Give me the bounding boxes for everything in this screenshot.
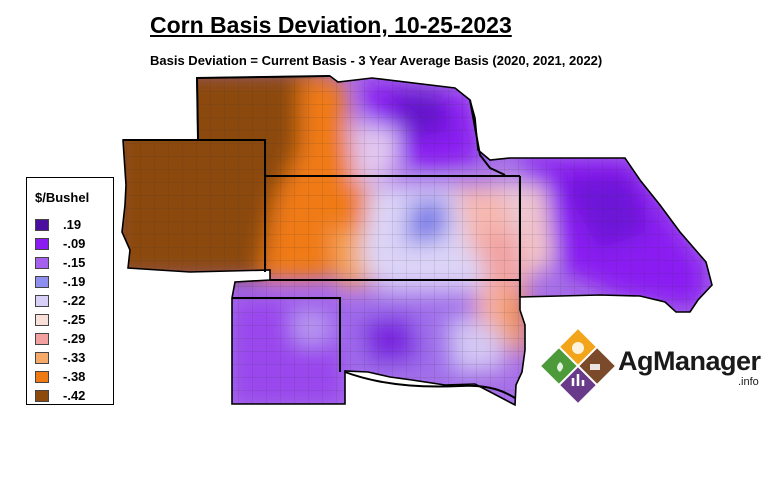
legend-item: -.29: [35, 330, 111, 349]
legend-label: -.22: [63, 293, 86, 308]
legend-label: -.42: [63, 388, 86, 403]
legend-item: -.25: [35, 311, 111, 330]
agmanager-emblem-icon: [541, 329, 615, 403]
legend-swatch: [35, 295, 49, 307]
legend-title: $/Bushel: [35, 190, 90, 205]
legend-label: -.38: [63, 369, 86, 384]
legend-swatch: [35, 371, 49, 383]
legend-item: -.38: [35, 368, 111, 387]
legend-item: -.15: [35, 254, 111, 273]
legend-swatch: [35, 390, 49, 402]
legend-label: -.33: [63, 350, 86, 365]
legend-item: -.33: [35, 349, 111, 368]
legend-item: -.09: [35, 235, 111, 254]
legend-item: -.42: [35, 387, 111, 406]
legend-swatch: [35, 219, 49, 231]
legend-label: -.19: [63, 274, 86, 289]
legend-label: .19: [63, 217, 82, 232]
logo-name: AgManager: [618, 346, 761, 376]
legend-swatch: [35, 257, 49, 269]
legend-swatch: [35, 333, 49, 345]
legend-swatch: [35, 314, 49, 326]
legend-swatch: [35, 352, 49, 364]
legend-item: -.22: [35, 292, 111, 311]
legend-label: -.29: [63, 331, 86, 346]
legend-item: .19: [35, 216, 111, 235]
map-subtitle: Basis Deviation = Current Basis - 3 Year…: [150, 53, 603, 68]
map-title: Corn Basis Deviation, 10-25-2023: [150, 12, 512, 38]
legend-swatch: [35, 276, 49, 288]
legend-label: -.25: [63, 312, 86, 327]
legend-swatch: [35, 238, 49, 250]
logo-suffix: .info: [738, 376, 759, 388]
legend: $/Bushel .19 -.09 -.15 -.19 -.22 -.25 -.…: [26, 177, 114, 405]
legend-label: -.15: [63, 255, 86, 270]
legend-label: -.09: [63, 236, 86, 251]
legend-item: -.19: [35, 273, 111, 292]
agmanager-logo: AgManager .info: [540, 326, 775, 406]
